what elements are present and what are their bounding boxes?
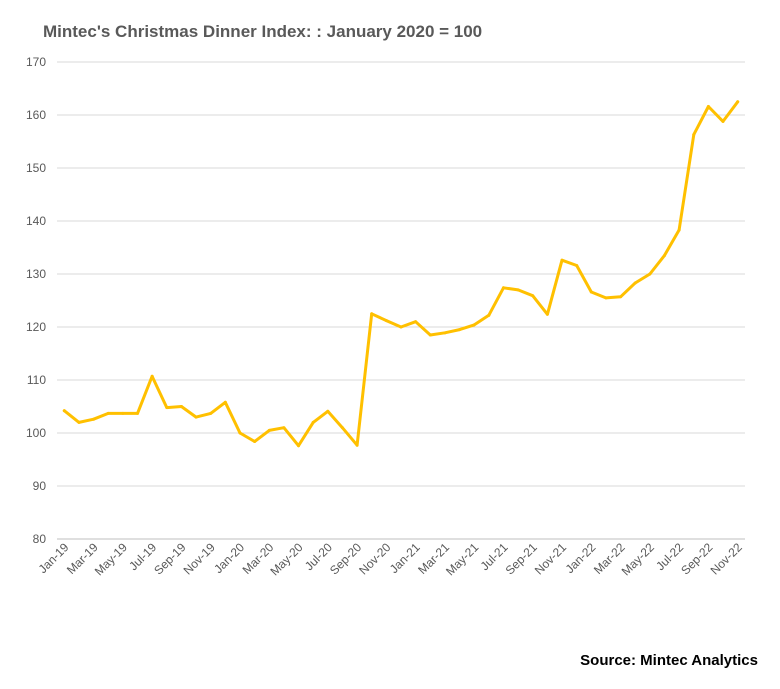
data-point	[355, 443, 359, 447]
x-tick-label: Sep-21	[503, 540, 540, 577]
data-point	[575, 264, 579, 268]
data-point	[165, 406, 169, 410]
data-point	[633, 281, 637, 285]
data-point	[619, 295, 623, 299]
source-note: Source: Mintec Analytics	[580, 652, 758, 669]
x-tick-label: Sep-20	[327, 540, 364, 577]
data-point	[501, 286, 505, 290]
data-point	[297, 444, 301, 448]
data-point	[589, 290, 593, 294]
x-tick-label: Nov-21	[532, 540, 569, 577]
data-point	[282, 426, 286, 430]
data-point	[721, 119, 725, 123]
x-tick-label: Sep-19	[151, 540, 188, 577]
data-point	[194, 415, 198, 419]
x-tick-label: May-22	[619, 540, 657, 578]
y-tick-label: 160	[26, 108, 46, 122]
data-point	[223, 400, 227, 404]
data-point	[545, 312, 549, 316]
data-point	[677, 228, 681, 232]
x-tick-label: Nov-22	[708, 540, 745, 577]
data-point	[92, 417, 96, 421]
data-point	[458, 328, 462, 332]
data-point	[238, 431, 242, 435]
x-tick-label: Nov-20	[356, 540, 393, 577]
data-point	[487, 313, 491, 317]
y-tick-label: 80	[33, 532, 47, 546]
data-point	[428, 333, 432, 337]
chart-title: Mintec's Christmas Dinner Index: : Janua…	[43, 22, 483, 41]
data-point	[209, 411, 213, 415]
data-point	[648, 272, 652, 276]
x-tick-label: May-21	[443, 540, 481, 578]
data-point	[604, 296, 608, 300]
data-point	[136, 411, 140, 415]
data-point	[340, 426, 344, 430]
data-point	[560, 258, 564, 262]
x-tick-label: Nov-19	[181, 540, 218, 577]
y-tick-label: 170	[26, 55, 46, 69]
y-tick-label: 120	[26, 320, 46, 334]
data-point	[662, 253, 666, 257]
data-point	[384, 319, 388, 323]
data-point	[267, 428, 271, 432]
x-tick-label: Sep-22	[678, 540, 715, 577]
data-point	[516, 288, 520, 292]
data-point	[443, 331, 447, 335]
data-point	[311, 420, 315, 424]
series-layer	[62, 100, 740, 448]
y-axis-ticks: 80 90 100 110 120 130 140 150 160 170	[26, 55, 46, 546]
y-tick-label: 130	[26, 267, 46, 281]
y-tick-label: 150	[26, 161, 46, 175]
data-point	[62, 409, 66, 413]
data-point	[472, 323, 476, 327]
data-point	[179, 405, 183, 408]
data-point	[736, 100, 740, 104]
data-point	[399, 325, 403, 329]
data-point	[106, 411, 110, 415]
x-tick-label: May-20	[267, 540, 305, 578]
data-point	[150, 374, 154, 378]
y-tick-label: 140	[26, 214, 46, 228]
y-tick-label: 90	[33, 479, 47, 493]
y-tick-label: 100	[26, 426, 46, 440]
data-point	[531, 294, 535, 298]
data-point	[414, 320, 418, 324]
data-point	[692, 133, 696, 137]
data-point	[706, 105, 710, 109]
gridlines	[57, 61, 745, 540]
data-point	[77, 420, 81, 424]
data-point	[370, 312, 374, 316]
x-axis-ticks: Jan-19Mar-19May-19Jul-19Sep-19Nov-19Jan-…	[36, 540, 745, 578]
data-point	[253, 439, 257, 443]
data-point	[326, 409, 330, 413]
x-tick-label: May-19	[92, 540, 130, 578]
data-point	[121, 411, 125, 415]
y-tick-label: 110	[27, 373, 46, 387]
